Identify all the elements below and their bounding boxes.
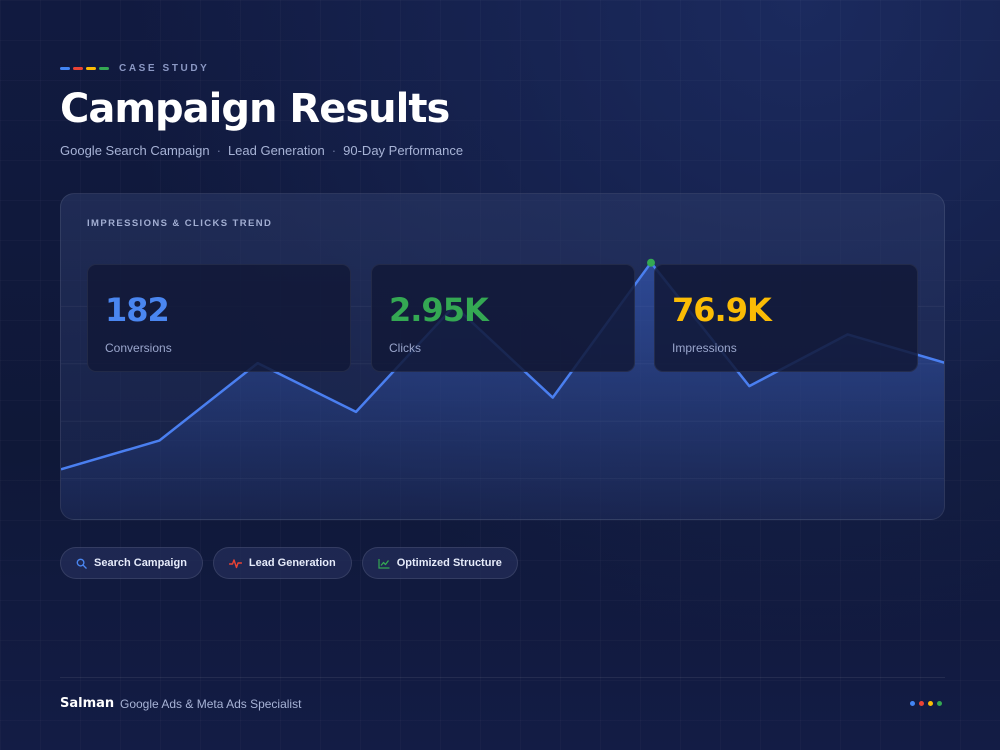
brand-dot — [928, 701, 933, 706]
chip-label: Optimized Structure — [396, 557, 502, 569]
search-icon — [76, 558, 87, 569]
pulse-icon — [228, 558, 242, 569]
brand-dot — [919, 701, 924, 706]
brand-dash — [60, 67, 70, 70]
chart-peak-point — [647, 258, 655, 267]
brand-dash — [99, 67, 109, 70]
chip-label: Search Campaign — [94, 557, 187, 569]
brand-dashes — [60, 67, 109, 70]
subtitle-item: Lead Generation — [227, 143, 325, 158]
page-title: Campaign Results — [60, 86, 450, 132]
stat-value: 76.9K — [672, 291, 772, 329]
subtitle-separator: · — [216, 143, 221, 158]
chip-search-campaign[interactable]: Search Campaign — [60, 547, 203, 579]
stat-value: 182 — [105, 291, 170, 329]
brand-dot — [937, 701, 942, 706]
brand-dash — [73, 67, 83, 70]
eyebrow-label: CASE STUDY — [119, 63, 210, 74]
footer-divider — [60, 677, 945, 678]
stat-value: 2.95K — [389, 291, 489, 329]
subtitle-item: 90-Day Performance — [343, 143, 464, 158]
stat-card-conversions: 182 Conversions — [87, 264, 351, 372]
footer-author-role: Google Ads & Meta Ads Specialist — [120, 697, 302, 711]
tag-chips: Search Campaign Lead Generation Optimize… — [60, 547, 518, 579]
stat-label: Conversions — [105, 341, 172, 355]
footer-author-name: Salman — [60, 696, 115, 711]
chart-area-fill — [61, 262, 944, 519]
footer-brand-dots — [910, 701, 942, 706]
stat-card-clicks: 2.95K Clicks — [371, 264, 635, 372]
brand-dash — [86, 67, 96, 70]
panel-title: IMPRESSIONS & CLICKS TREND — [87, 218, 273, 229]
brand-dot — [910, 701, 915, 706]
subtitle-item: Google Search Campaign — [60, 143, 210, 158]
page-subtitle: Google Search Campaign · Lead Generation… — [60, 143, 463, 158]
chip-optimized-structure[interactable]: Optimized Structure — [361, 547, 518, 579]
trend-icon — [378, 558, 390, 569]
chip-label: Lead Generation — [248, 557, 336, 569]
stat-label: Clicks — [389, 341, 421, 355]
eyebrow: CASE STUDY — [60, 63, 209, 74]
stat-card-impressions: 76.9K Impressions — [654, 264, 918, 372]
trend-panel: IMPRESSIONS & CLICKS TREND 182 Conversio… — [60, 193, 945, 520]
stat-label: Impressions — [672, 341, 737, 355]
chip-lead-generation[interactable]: Lead Generation — [212, 547, 352, 579]
subtitle-separator: · — [331, 143, 337, 158]
